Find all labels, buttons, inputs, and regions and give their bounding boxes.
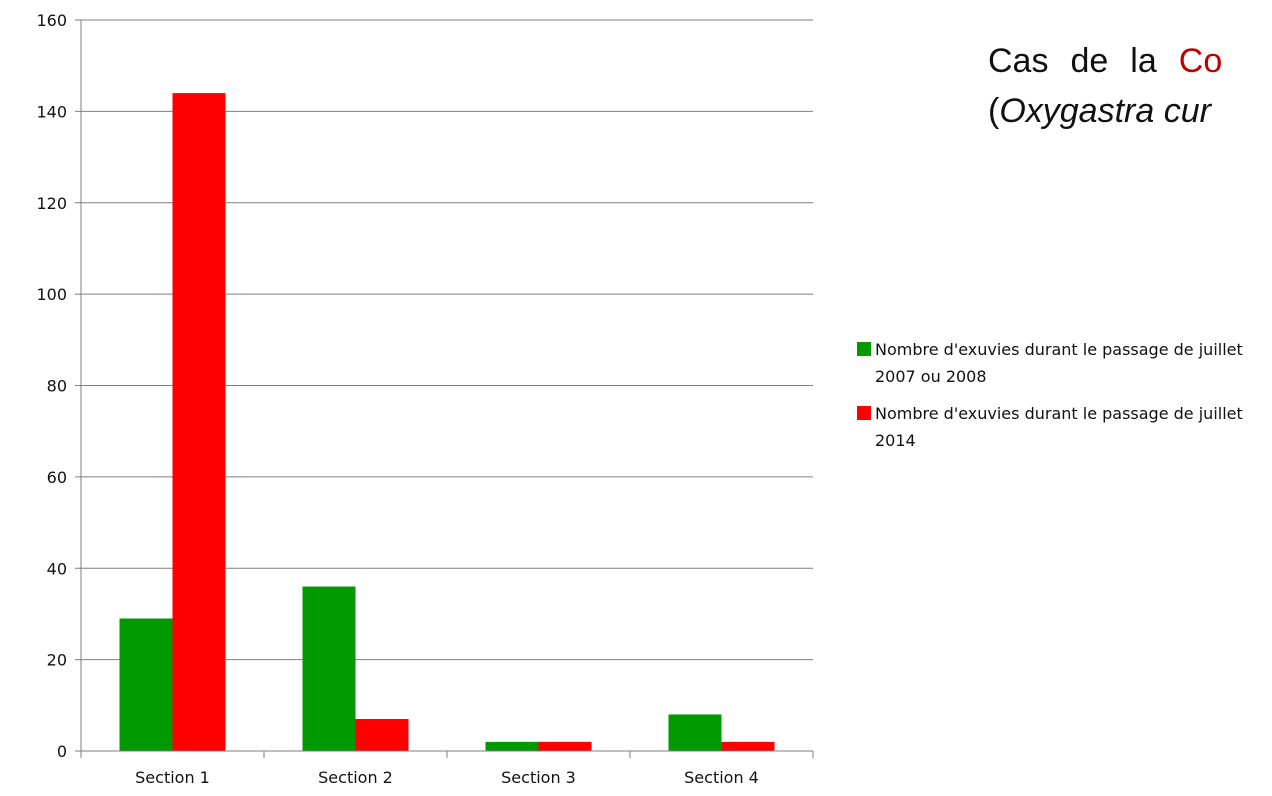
y-tick-label: 60 (47, 468, 67, 487)
y-tick-label: 140 (36, 102, 67, 121)
legend-item-series-2: Nombre d'exuvies durant le passage de ju… (857, 400, 1272, 454)
bar-series-2-section-3 (538, 741, 592, 751)
y-tick-labels: 0 20 40 60 80 100 120 140 160 (36, 11, 67, 761)
bar-series-1-section-1 (119, 618, 173, 751)
y-tick-label: 100 (36, 285, 67, 304)
heading-line-2: (Oxygastra cur (988, 86, 1272, 136)
bars (119, 93, 775, 752)
x-category-label: Section 4 (684, 768, 759, 787)
heading-word: Cas (988, 42, 1049, 80)
y-tick-label: 80 (47, 377, 67, 396)
axes (75, 19, 814, 758)
y-tick-label: 0 (57, 742, 67, 761)
heading-word: de (1070, 42, 1109, 80)
x-category-label: Section 3 (501, 768, 576, 787)
bar-series-2-section-4 (721, 741, 775, 751)
x-category-label: Section 2 (318, 768, 393, 787)
legend-item-series-1: Nombre d'exuvies durant le passage de ju… (857, 336, 1272, 390)
legend-label: Nombre d'exuvies durant le passage de ju… (875, 404, 1243, 450)
heading-species: Oxygastra cur (999, 92, 1211, 130)
x-category-labels: Section 1 Section 2 Section 3 Section 4 (135, 768, 759, 787)
y-tick-label: 40 (47, 559, 67, 578)
y-tick-label: 160 (36, 11, 67, 30)
x-category-label: Section 1 (135, 768, 210, 787)
heading-word: la (1130, 42, 1157, 80)
heading-paren: ( (988, 92, 1000, 130)
legend-swatch-red (857, 406, 871, 420)
heading-line-1: Cas de la Co (988, 36, 1272, 86)
bar-series-2-section-1 (172, 93, 226, 752)
chart-heading: Cas de la Co (Oxygastra cur (988, 36, 1272, 136)
y-tick-label: 120 (36, 194, 67, 213)
y-tick-label: 20 (47, 651, 67, 670)
legend-swatch-green (857, 342, 871, 356)
bar-series-1-section-2 (302, 586, 356, 751)
bar-series-1-section-4 (668, 714, 722, 751)
legend: Nombre d'exuvies durant le passage de ju… (857, 336, 1272, 464)
bar-series-2-section-2 (355, 719, 409, 751)
bar-series-1-section-3 (485, 741, 539, 751)
heading-highlight: Co (1178, 42, 1223, 80)
legend-label: Nombre d'exuvies durant le passage de ju… (875, 340, 1243, 386)
